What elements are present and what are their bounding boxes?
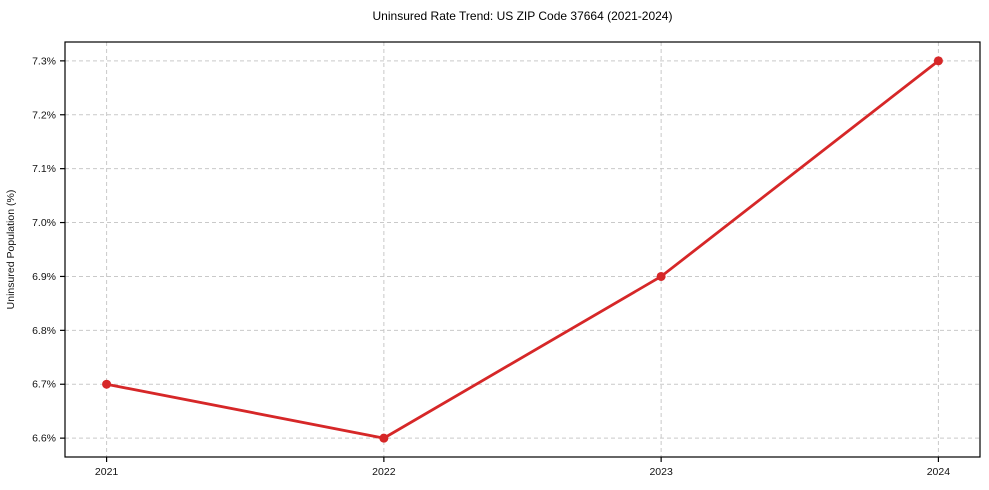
data-point-marker <box>656 271 666 281</box>
data-point-marker <box>102 379 112 389</box>
x-tick-label: 2024 <box>927 466 951 478</box>
plot-border <box>64 41 981 458</box>
y-tick-label: 7.2% <box>32 109 56 121</box>
y-tick-label: 6.6% <box>32 433 56 445</box>
trend-line <box>105 59 940 440</box>
y-tick-label: 7.3% <box>32 55 56 67</box>
x-tick-labels: 2021 2022 2023 2024 <box>95 466 950 478</box>
y-tick-label: 6.9% <box>32 271 56 283</box>
x-tick-label: 2023 <box>649 466 673 478</box>
chart-title: Uninsured Rate Trend: US ZIP Code 37664 … <box>373 9 673 23</box>
x-tick-label: 2021 <box>95 466 119 478</box>
series-line-layer <box>102 56 943 443</box>
data-point-marker <box>933 56 943 66</box>
y-tick-label: 7.1% <box>32 163 56 175</box>
y-tick-label: 7.0% <box>32 217 56 229</box>
x-tick-label: 2022 <box>372 466 396 478</box>
y-tick-label: 6.7% <box>32 379 56 391</box>
axis-ticks <box>60 60 940 462</box>
y-axis-label: Uninsured Population (%) <box>5 190 17 310</box>
data-point-marker <box>379 433 389 443</box>
y-tick-labels: 6.6% 6.7% 6.8% 6.9% 7.0% 7.1% 7.2% 7.3% <box>32 55 56 444</box>
gridlines <box>65 42 980 457</box>
y-tick-label: 6.8% <box>32 325 56 337</box>
